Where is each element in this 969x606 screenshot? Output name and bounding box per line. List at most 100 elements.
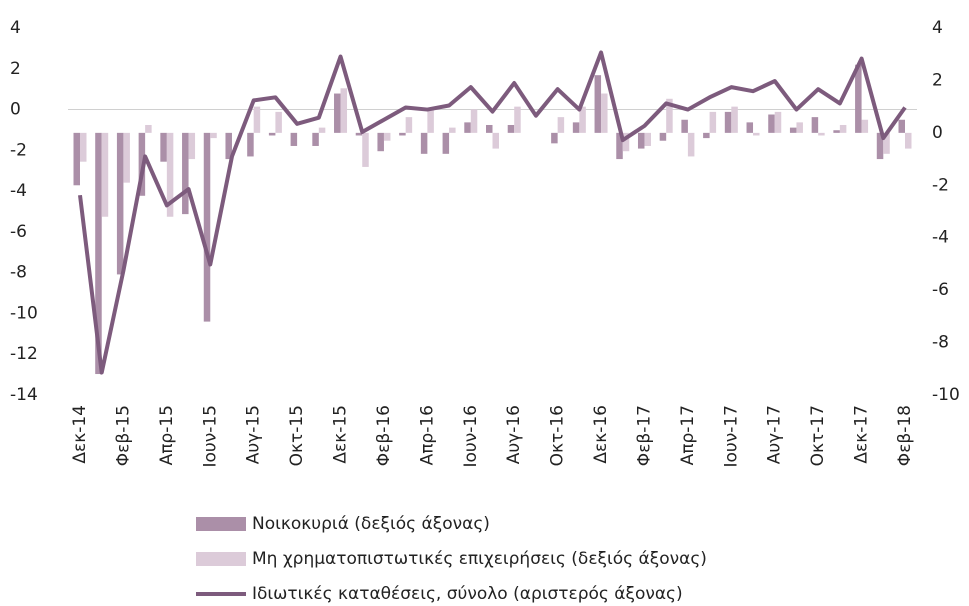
bar — [594, 75, 602, 133]
bar — [80, 132, 87, 162]
bar — [160, 132, 167, 162]
bar — [905, 132, 912, 149]
bar — [470, 109, 478, 133]
bar — [275, 111, 282, 133]
x-tick-label: Αυγ-15 — [244, 405, 264, 464]
bar — [709, 111, 717, 133]
y2-tick-label: -4 — [932, 228, 949, 248]
bar — [774, 111, 782, 133]
bar — [95, 132, 102, 375]
bar — [253, 106, 261, 133]
bar — [666, 98, 673, 133]
y-tick-label: 0 — [10, 100, 21, 120]
bar — [659, 132, 667, 141]
bar — [746, 122, 754, 133]
legend-swatch — [196, 517, 246, 531]
bar — [166, 132, 174, 217]
x-tick-label: Δεκ-16 — [591, 405, 611, 464]
bar — [182, 132, 189, 215]
bar — [579, 106, 586, 133]
y2-tick-label: 2 — [932, 70, 943, 90]
bar — [427, 109, 434, 133]
bar — [753, 132, 760, 136]
bar — [731, 106, 738, 133]
y-tick-label: -8 — [10, 263, 27, 283]
x-tick-label: Δεκ-17 — [852, 405, 872, 464]
bar — [225, 132, 232, 160]
y2-tick-label: -2 — [932, 175, 949, 195]
bar — [514, 106, 521, 133]
legend-label: Ιδιωτικές καταθέσεις, σύνολο (αριστερός … — [252, 584, 683, 604]
bar — [644, 132, 651, 146]
bar — [210, 132, 217, 139]
legend-label: Νοικοκυριά (δεξιός άξονας) — [252, 514, 490, 534]
x-tick-label: Απρ-16 — [417, 405, 437, 465]
bar — [334, 93, 341, 133]
x-tick-label: Δεκ-15 — [331, 405, 351, 464]
bar — [290, 132, 298, 146]
bar — [442, 132, 450, 154]
bar — [449, 127, 456, 133]
x-tick-label: Φεβ-15 — [113, 405, 133, 466]
bar — [551, 132, 558, 144]
bar — [681, 119, 688, 133]
bar — [883, 132, 890, 154]
bar — [405, 117, 413, 133]
bar — [486, 124, 493, 133]
bar — [818, 132, 825, 136]
bar — [492, 132, 499, 149]
x-tick-label: Ιουν-17 — [721, 405, 741, 468]
bar — [622, 132, 630, 152]
bar — [616, 132, 623, 160]
bar — [420, 132, 428, 154]
bar — [377, 132, 384, 152]
x-tick-label: Ιουν-15 — [200, 405, 220, 468]
bar — [898, 119, 905, 133]
line — [78, 50, 907, 375]
x-tick-label: Ιουν-16 — [461, 405, 481, 468]
x-tick-label: Οκτ-16 — [548, 405, 568, 466]
bar — [507, 124, 515, 133]
bar — [572, 122, 580, 133]
x-tick-label: Αυγ-17 — [765, 405, 785, 464]
y2-tick-label: -10 — [932, 385, 960, 405]
bar — [188, 132, 196, 160]
legend-label: Μη χρηματοπιστωτικές επιχειρήσεις (δεξιό… — [252, 549, 707, 569]
x-tick-label: Φεβ-18 — [895, 405, 915, 466]
bar — [268, 132, 276, 136]
y-tick-label: -12 — [10, 344, 38, 364]
y-tick-label: 4 — [10, 18, 21, 38]
bar — [703, 132, 710, 139]
y2-tick-label: 4 — [932, 18, 943, 38]
bar — [464, 122, 471, 133]
y2-tick-label: -6 — [932, 280, 949, 300]
y-tick-label: -14 — [10, 385, 38, 405]
y-tick-label: 2 — [10, 59, 21, 79]
bar — [123, 132, 130, 183]
bar — [687, 132, 695, 157]
legend-swatch — [196, 552, 246, 566]
y2-tick-label: -8 — [932, 333, 949, 353]
bar — [362, 132, 369, 167]
y-tick-label: -4 — [10, 181, 27, 201]
bar — [145, 124, 152, 133]
bar — [855, 64, 862, 133]
bar — [876, 132, 884, 160]
bar — [796, 122, 803, 133]
y-tick-label: -6 — [10, 222, 27, 242]
bar — [399, 132, 406, 136]
bar — [73, 132, 80, 186]
bar — [557, 117, 565, 133]
y2-tick-label: 0 — [932, 123, 943, 143]
bar — [318, 127, 326, 133]
bar — [601, 93, 608, 133]
bar — [116, 132, 124, 275]
bar — [203, 132, 211, 322]
x-tick-label: Φεβ-17 — [634, 405, 654, 466]
bar — [383, 132, 391, 141]
x-tick-label: Απρ-15 — [157, 405, 177, 465]
y-tick-label: -2 — [10, 140, 27, 160]
bar — [101, 132, 109, 217]
bar — [789, 127, 797, 133]
